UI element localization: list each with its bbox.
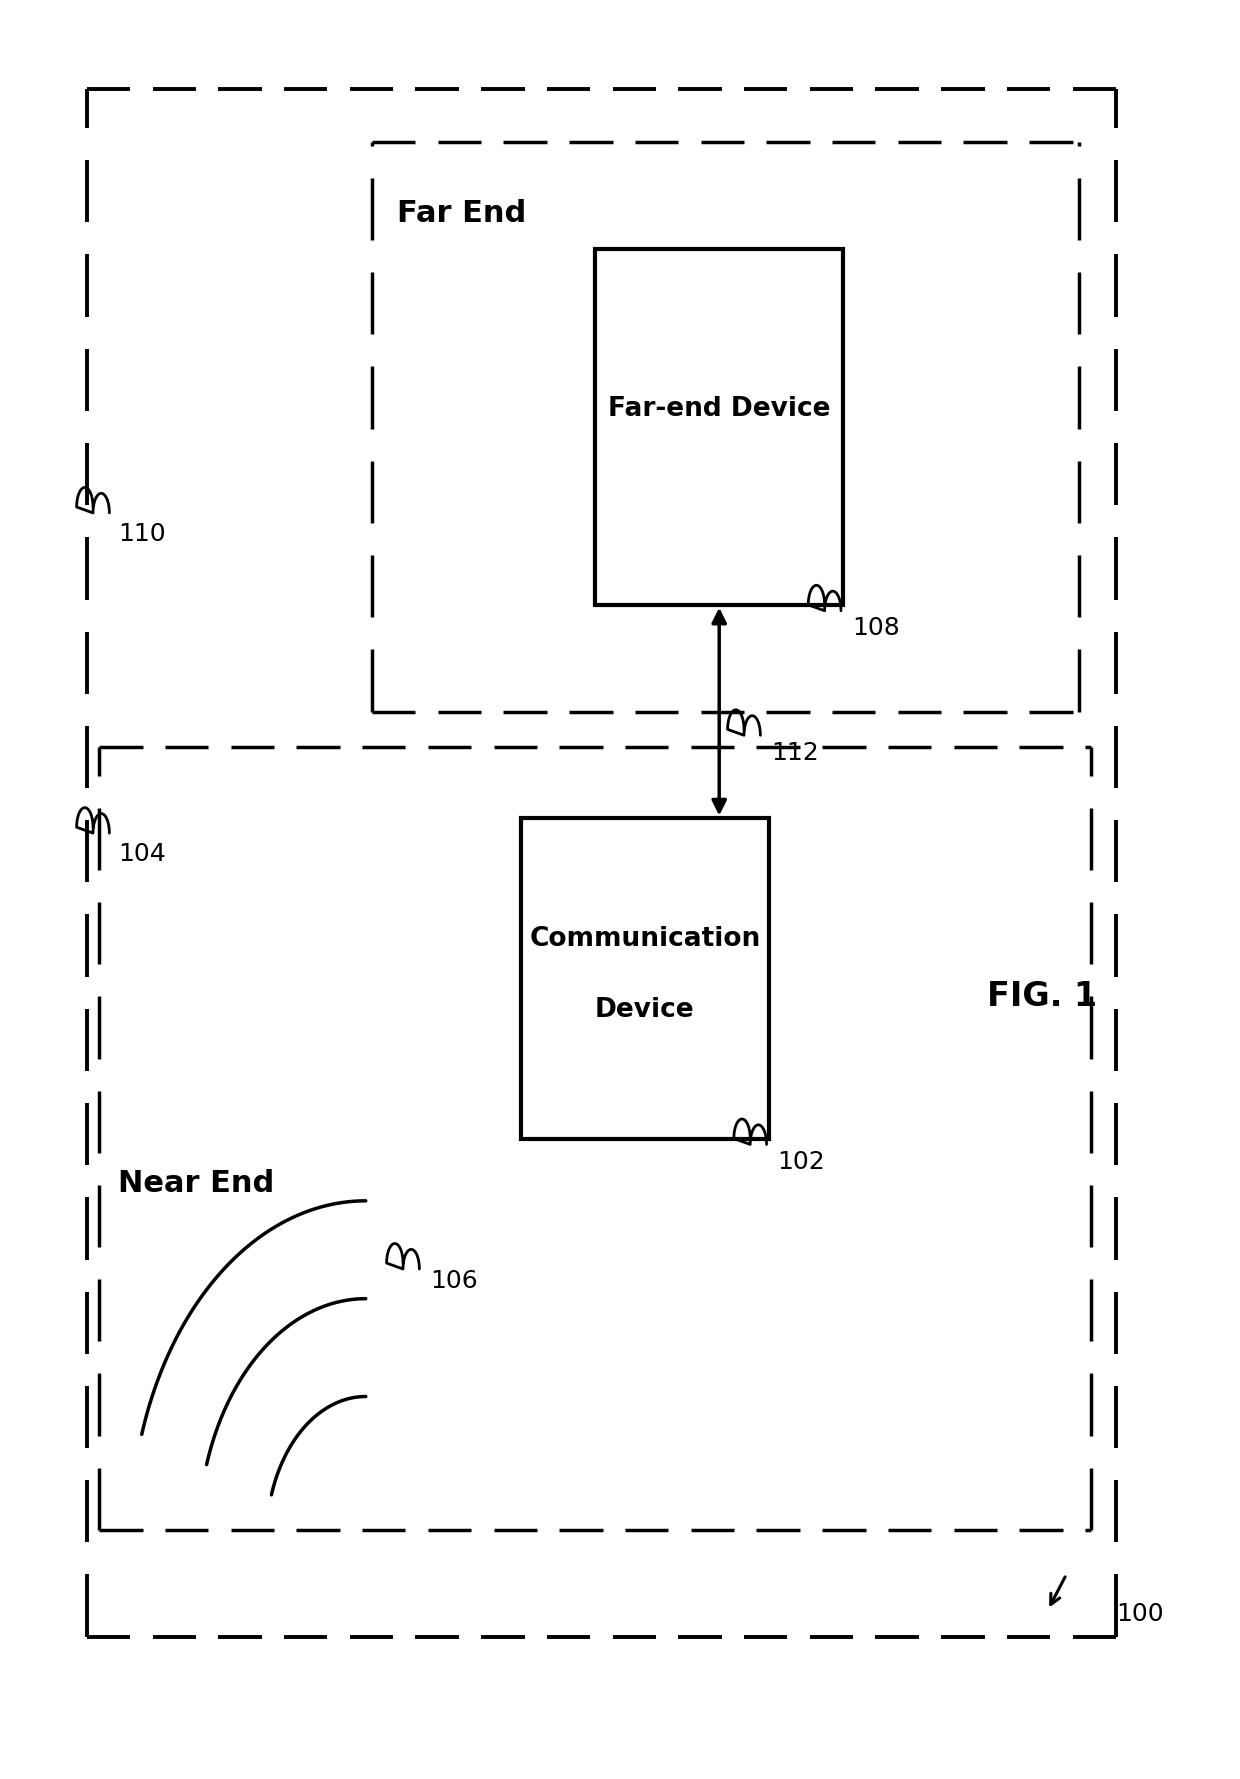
- Text: 110: 110: [118, 521, 165, 546]
- Bar: [595, 249, 843, 605]
- Text: Far-end Device: Far-end Device: [608, 397, 831, 422]
- Text: 104: 104: [118, 841, 166, 866]
- Bar: [521, 818, 769, 1139]
- Text: 106: 106: [430, 1268, 479, 1293]
- Text: 108: 108: [852, 616, 900, 640]
- Text: Far End: Far End: [397, 199, 526, 228]
- Text: 100: 100: [1116, 1601, 1163, 1626]
- Text: Device: Device: [595, 998, 694, 1023]
- Text: 112: 112: [771, 740, 820, 765]
- Text: FIG. 1: FIG. 1: [987, 980, 1096, 1012]
- Text: Communication: Communication: [529, 927, 760, 952]
- Text: 102: 102: [777, 1149, 826, 1174]
- Text: Near End: Near End: [118, 1169, 274, 1197]
